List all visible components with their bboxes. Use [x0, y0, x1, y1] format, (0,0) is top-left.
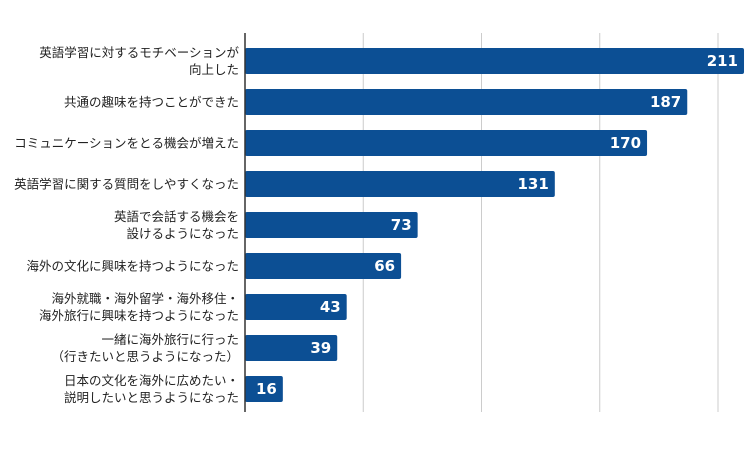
data-label: 43 — [320, 298, 341, 316]
bar — [245, 376, 283, 402]
category-label: 英語学習に関する質問をしやすくなった — [14, 177, 239, 192]
data-label: 73 — [391, 216, 412, 234]
category-label: 日本の文化を海外に広めたい・ — [64, 373, 239, 388]
category-label: コミュニケーションをとる機会が増えた — [14, 136, 239, 151]
data-label: 16 — [256, 380, 277, 398]
category-label: 説明したいと思うようになった — [64, 390, 239, 405]
bar — [245, 253, 402, 279]
category-label: 英語で会話する機会を — [114, 209, 239, 224]
bar — [245, 294, 347, 320]
data-label: 66 — [374, 257, 395, 275]
bars: 211 187 170 131 73 66 43 39 16 — [245, 48, 745, 402]
bar — [245, 212, 418, 238]
data-label: 187 — [650, 93, 681, 111]
category-labels: 英語学習に対するモチベーションが向上した共通の趣味を持つことができたコミュニケー… — [14, 45, 239, 405]
category-label: 設けるようになった — [126, 226, 239, 241]
category-label: 向上した — [189, 62, 239, 77]
bar — [245, 130, 648, 156]
data-label: 39 — [310, 339, 331, 357]
bar — [245, 89, 688, 115]
category-label: 英語学習に対するモチベーションが — [39, 45, 239, 60]
bar — [245, 48, 745, 74]
category-label: 一緒に海外旅行に行った — [101, 332, 239, 347]
data-label: 131 — [518, 175, 549, 193]
category-label: 共通の趣味を持つことができた — [64, 95, 239, 110]
bar — [245, 335, 338, 361]
bar — [245, 171, 555, 197]
data-label: 211 — [707, 52, 738, 70]
category-label: 海外旅行に興味を持つようになった — [39, 308, 239, 323]
category-label: 海外就職・海外留学・海外移住・ — [51, 291, 239, 306]
category-label: （行きたいと思うようになった） — [51, 349, 239, 364]
data-label: 170 — [610, 134, 641, 152]
category-label: 海外の文化に興味を持つようになった — [26, 259, 239, 274]
